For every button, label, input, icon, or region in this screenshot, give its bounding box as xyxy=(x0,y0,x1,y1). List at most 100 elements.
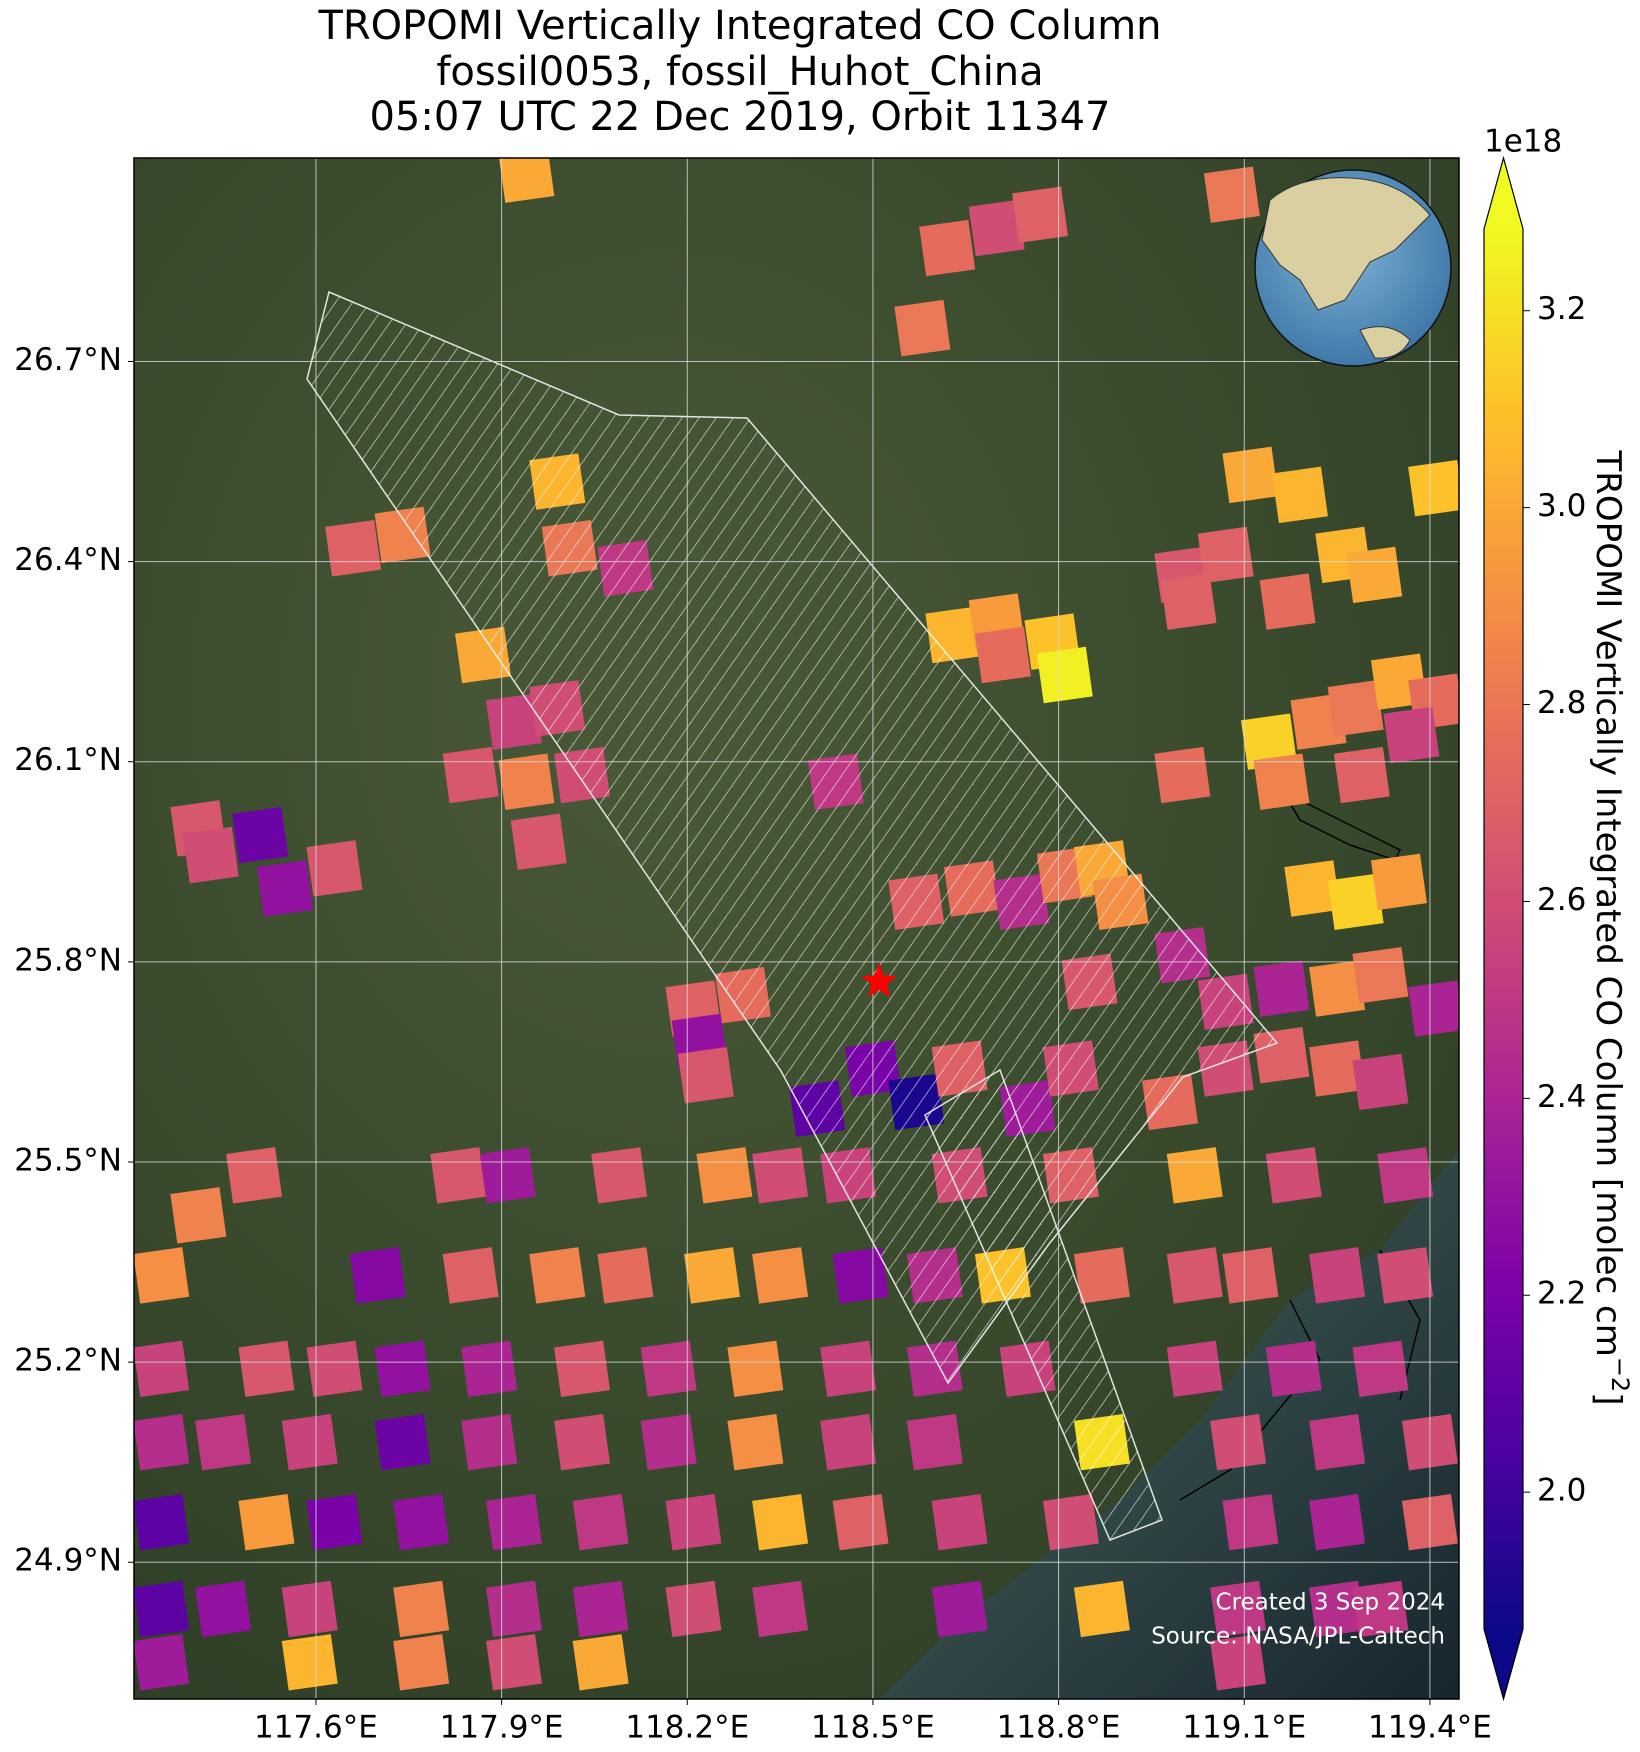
x-tick-label: 118.8°E xyxy=(997,1710,1121,1746)
co-cell xyxy=(696,1147,753,1204)
co-cell xyxy=(820,1413,877,1471)
co-cell xyxy=(1309,1494,1366,1551)
co-cell xyxy=(134,1580,190,1638)
co-cell xyxy=(727,1340,784,1398)
co-cell xyxy=(195,1580,252,1638)
co-cell xyxy=(1408,459,1459,517)
co-cell xyxy=(677,1047,734,1104)
label-text: TROPOMI Vertically Integrated CO Column … xyxy=(1589,450,1629,1357)
co-cell xyxy=(325,520,382,577)
co-cell xyxy=(1253,753,1310,810)
co-cell xyxy=(134,1340,190,1398)
co-cell xyxy=(1265,1340,1322,1398)
co-cell xyxy=(195,1413,252,1471)
x-tick-label: 119.4°E xyxy=(1368,1710,1492,1746)
source-marker xyxy=(861,962,898,998)
co-cell xyxy=(1222,446,1279,504)
co-cell xyxy=(1073,1580,1130,1638)
co-cell xyxy=(1012,186,1069,243)
colorbar-tick-label: 2.4 xyxy=(1537,1079,1586,1115)
co-cell xyxy=(1197,526,1254,584)
colorbar-tick-label: 2.0 xyxy=(1537,1473,1586,1509)
co-cell xyxy=(931,1494,988,1551)
footprint-grid xyxy=(306,290,1279,1385)
co-cell xyxy=(498,158,555,203)
co-cell xyxy=(485,1580,542,1638)
co-cell xyxy=(1377,1147,1434,1204)
co-cell xyxy=(1309,1413,1366,1471)
co-cell xyxy=(1352,1340,1409,1398)
co-cell xyxy=(1036,646,1093,704)
colorbar-tick-label: 2.6 xyxy=(1537,882,1586,918)
co-cell xyxy=(1265,1147,1322,1204)
co-cell xyxy=(1210,1413,1267,1471)
co-cell xyxy=(442,746,499,804)
co-cell xyxy=(306,1340,363,1398)
colorbar-extend-max xyxy=(1484,158,1523,229)
co-cell xyxy=(1352,1053,1409,1111)
co-cell xyxy=(529,1247,586,1304)
co-cell xyxy=(134,1494,190,1551)
globe-inset xyxy=(1254,169,1452,367)
title-line: fossil0053, fossil_Huhot_China xyxy=(436,49,1043,95)
label-superscript: −2 xyxy=(1606,1357,1634,1392)
credit: Source: NASA/JPL-Caltech xyxy=(1151,1624,1445,1650)
co-cell xyxy=(832,1247,889,1304)
co-cell xyxy=(479,1147,536,1204)
co-cell xyxy=(832,1494,889,1551)
co-cell xyxy=(1210,1580,1267,1638)
co-cell xyxy=(485,1634,542,1691)
y-tick-label: 26.4°N xyxy=(14,542,122,578)
co-cell xyxy=(665,1580,722,1638)
title: TROPOMI Vertically Integrated CO Column … xyxy=(317,3,1161,140)
co-cell xyxy=(281,1413,338,1471)
title-line: 05:07 UTC 22 Dec 2019, Orbit 11347 xyxy=(369,94,1110,140)
co-cell xyxy=(1333,746,1390,804)
co-cell xyxy=(1210,1634,1267,1691)
co-cell xyxy=(1222,1247,1279,1304)
co-cell xyxy=(931,1580,988,1638)
co-cell xyxy=(968,199,1025,257)
co-cell xyxy=(974,626,1031,684)
co-cell xyxy=(461,1413,518,1471)
y-tick-label: 25.2°N xyxy=(14,1343,122,1379)
co-cell xyxy=(238,1494,295,1551)
map-area: Created 3 Sep 2024 Source: NASA/JPL-Calt… xyxy=(134,158,1459,1699)
footprint-grid xyxy=(924,1068,1163,1541)
co-cell xyxy=(1408,980,1459,1037)
co-cell xyxy=(572,1634,629,1691)
co-cell xyxy=(906,1413,963,1471)
co-cell xyxy=(485,1494,542,1551)
colorbar-body xyxy=(1484,229,1523,1629)
co-cell xyxy=(1166,1247,1223,1304)
co-cell xyxy=(1284,860,1341,917)
x-tick-label: 118.5°E xyxy=(811,1710,935,1746)
map-frame xyxy=(133,157,1460,1700)
title-line: TROPOMI Vertically Integrated CO Column xyxy=(317,3,1161,49)
co-cell xyxy=(752,1580,809,1638)
co-cell xyxy=(238,1340,295,1398)
co-cell xyxy=(1352,1580,1409,1638)
co-cell xyxy=(684,1247,741,1304)
co-cell xyxy=(485,693,542,750)
co-cell xyxy=(1309,1247,1366,1304)
co-cell xyxy=(727,1413,784,1471)
co-cell xyxy=(1241,713,1298,770)
co-cell xyxy=(665,1494,722,1551)
co-cell xyxy=(1309,1040,1366,1097)
co-cell xyxy=(1203,166,1260,223)
co-cell xyxy=(820,1340,877,1398)
co-cell xyxy=(640,1340,697,1398)
co-cell xyxy=(1166,1147,1223,1204)
x-tick-label: 119.1°E xyxy=(1182,1710,1306,1746)
continent xyxy=(1261,177,1431,311)
co-cell xyxy=(554,1413,611,1471)
y-tick-label: 26.7°N xyxy=(14,342,122,378)
co-cell xyxy=(1327,873,1384,931)
co-cell xyxy=(1042,1494,1099,1551)
co-cell xyxy=(306,840,363,897)
co-cell xyxy=(170,1187,227,1244)
grid xyxy=(134,158,1459,1699)
y-tick-label: 24.9°N xyxy=(14,1543,122,1579)
co-cell xyxy=(232,806,289,864)
